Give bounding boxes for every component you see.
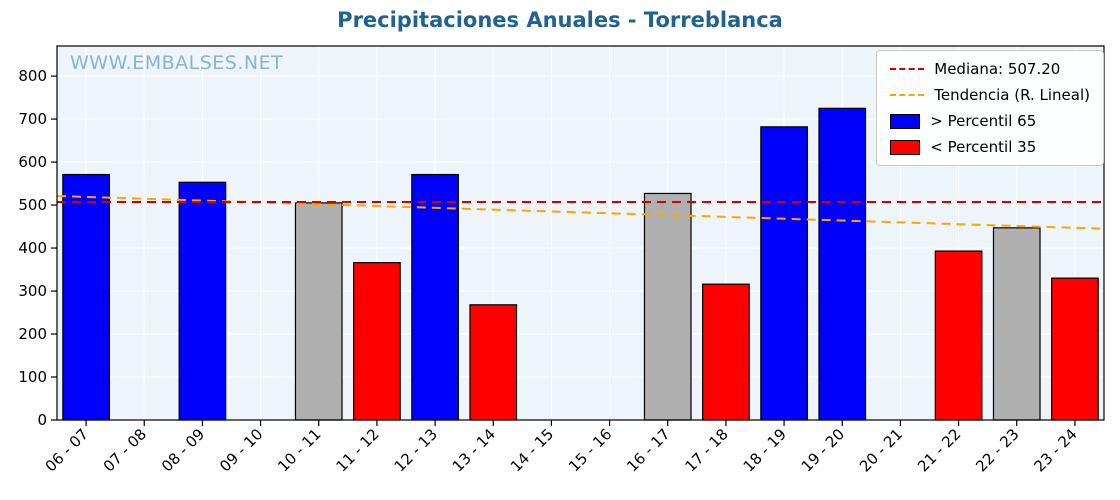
x-tick-label: 20 - 21	[856, 425, 906, 475]
bar-10-11	[294, 202, 343, 421]
x-tick-label: 21 - 22	[914, 425, 964, 475]
legend-item: > Percentil 65	[890, 112, 1090, 130]
x-tick-label: 08 - 09	[158, 425, 208, 475]
y-tick-label: 400	[18, 239, 47, 257]
legend-label: > Percentil 65	[930, 112, 1037, 130]
x-tick-label: 12 - 13	[391, 425, 441, 475]
x-tick-label: 22 - 23	[972, 425, 1022, 475]
y-tick-label: 200	[18, 325, 47, 343]
bar-21-22	[934, 250, 983, 421]
x-tick-label: 13 - 14	[449, 425, 499, 475]
legend-item: Tendencia (R. Lineal)	[890, 86, 1090, 104]
x-tick-label: 14 - 15	[507, 425, 557, 475]
bar-17-18	[702, 283, 750, 421]
legend-dashed-line-swatch	[890, 68, 925, 70]
chart-title: Precipitaciones Anuales - Torreblanca	[337, 8, 783, 32]
bar-16-17	[643, 192, 692, 421]
y-tick-label: 100	[18, 368, 47, 386]
x-tick-label: 19 - 20	[798, 425, 848, 475]
legend-item: Mediana: 507.20	[890, 60, 1090, 78]
legend-patch-swatch	[890, 113, 921, 129]
x-tick-label: 07 - 08	[100, 425, 150, 475]
legend-item: < Percentil 35	[890, 138, 1090, 156]
x-tick-label: 16 - 17	[623, 425, 673, 475]
legend-label: < Percentil 35	[930, 138, 1037, 156]
x-tick-label: 11 - 12	[332, 425, 382, 475]
legend-dashed-line-swatch	[890, 94, 925, 96]
bar-11-12	[353, 262, 401, 421]
trend-line	[56, 195, 1105, 230]
y-tick-label: 800	[18, 67, 47, 85]
y-tick-label: 700	[18, 110, 47, 128]
x-tick-label: 10 - 11	[274, 425, 324, 475]
x-tick-label: 18 - 19	[740, 425, 790, 475]
x-tick-label: 23 - 24	[1030, 425, 1080, 475]
y-tick-label: 300	[18, 282, 47, 300]
legend-patch-swatch	[890, 139, 921, 155]
x-tick-label: 06 - 07	[42, 425, 92, 475]
bar-08-09	[178, 181, 227, 421]
bar-06-07	[62, 173, 110, 421]
bar-23-24	[1051, 277, 1099, 421]
x-tick-label: 15 - 16	[565, 425, 615, 475]
legend: Mediana: 507.20 Tendencia (R. Lineal) > Pe…	[876, 50, 1104, 166]
bar-18-19	[760, 126, 808, 421]
y-tick-label: 0	[37, 411, 47, 429]
legend-label: Tendencia (R. Lineal)	[934, 86, 1090, 104]
bar-19-20	[818, 107, 867, 421]
bar-22-23	[992, 227, 1041, 421]
bar-12-13	[411, 173, 459, 421]
legend-label: Mediana: 507.20	[934, 60, 1061, 78]
x-tick-label: 09 - 10	[216, 425, 266, 475]
y-tick-label: 500	[18, 196, 47, 214]
x-tick-label: 17 - 18	[681, 425, 731, 475]
plot-border	[56, 45, 1105, 421]
y-tick-label: 600	[18, 153, 47, 171]
bar-13-14	[469, 304, 518, 421]
